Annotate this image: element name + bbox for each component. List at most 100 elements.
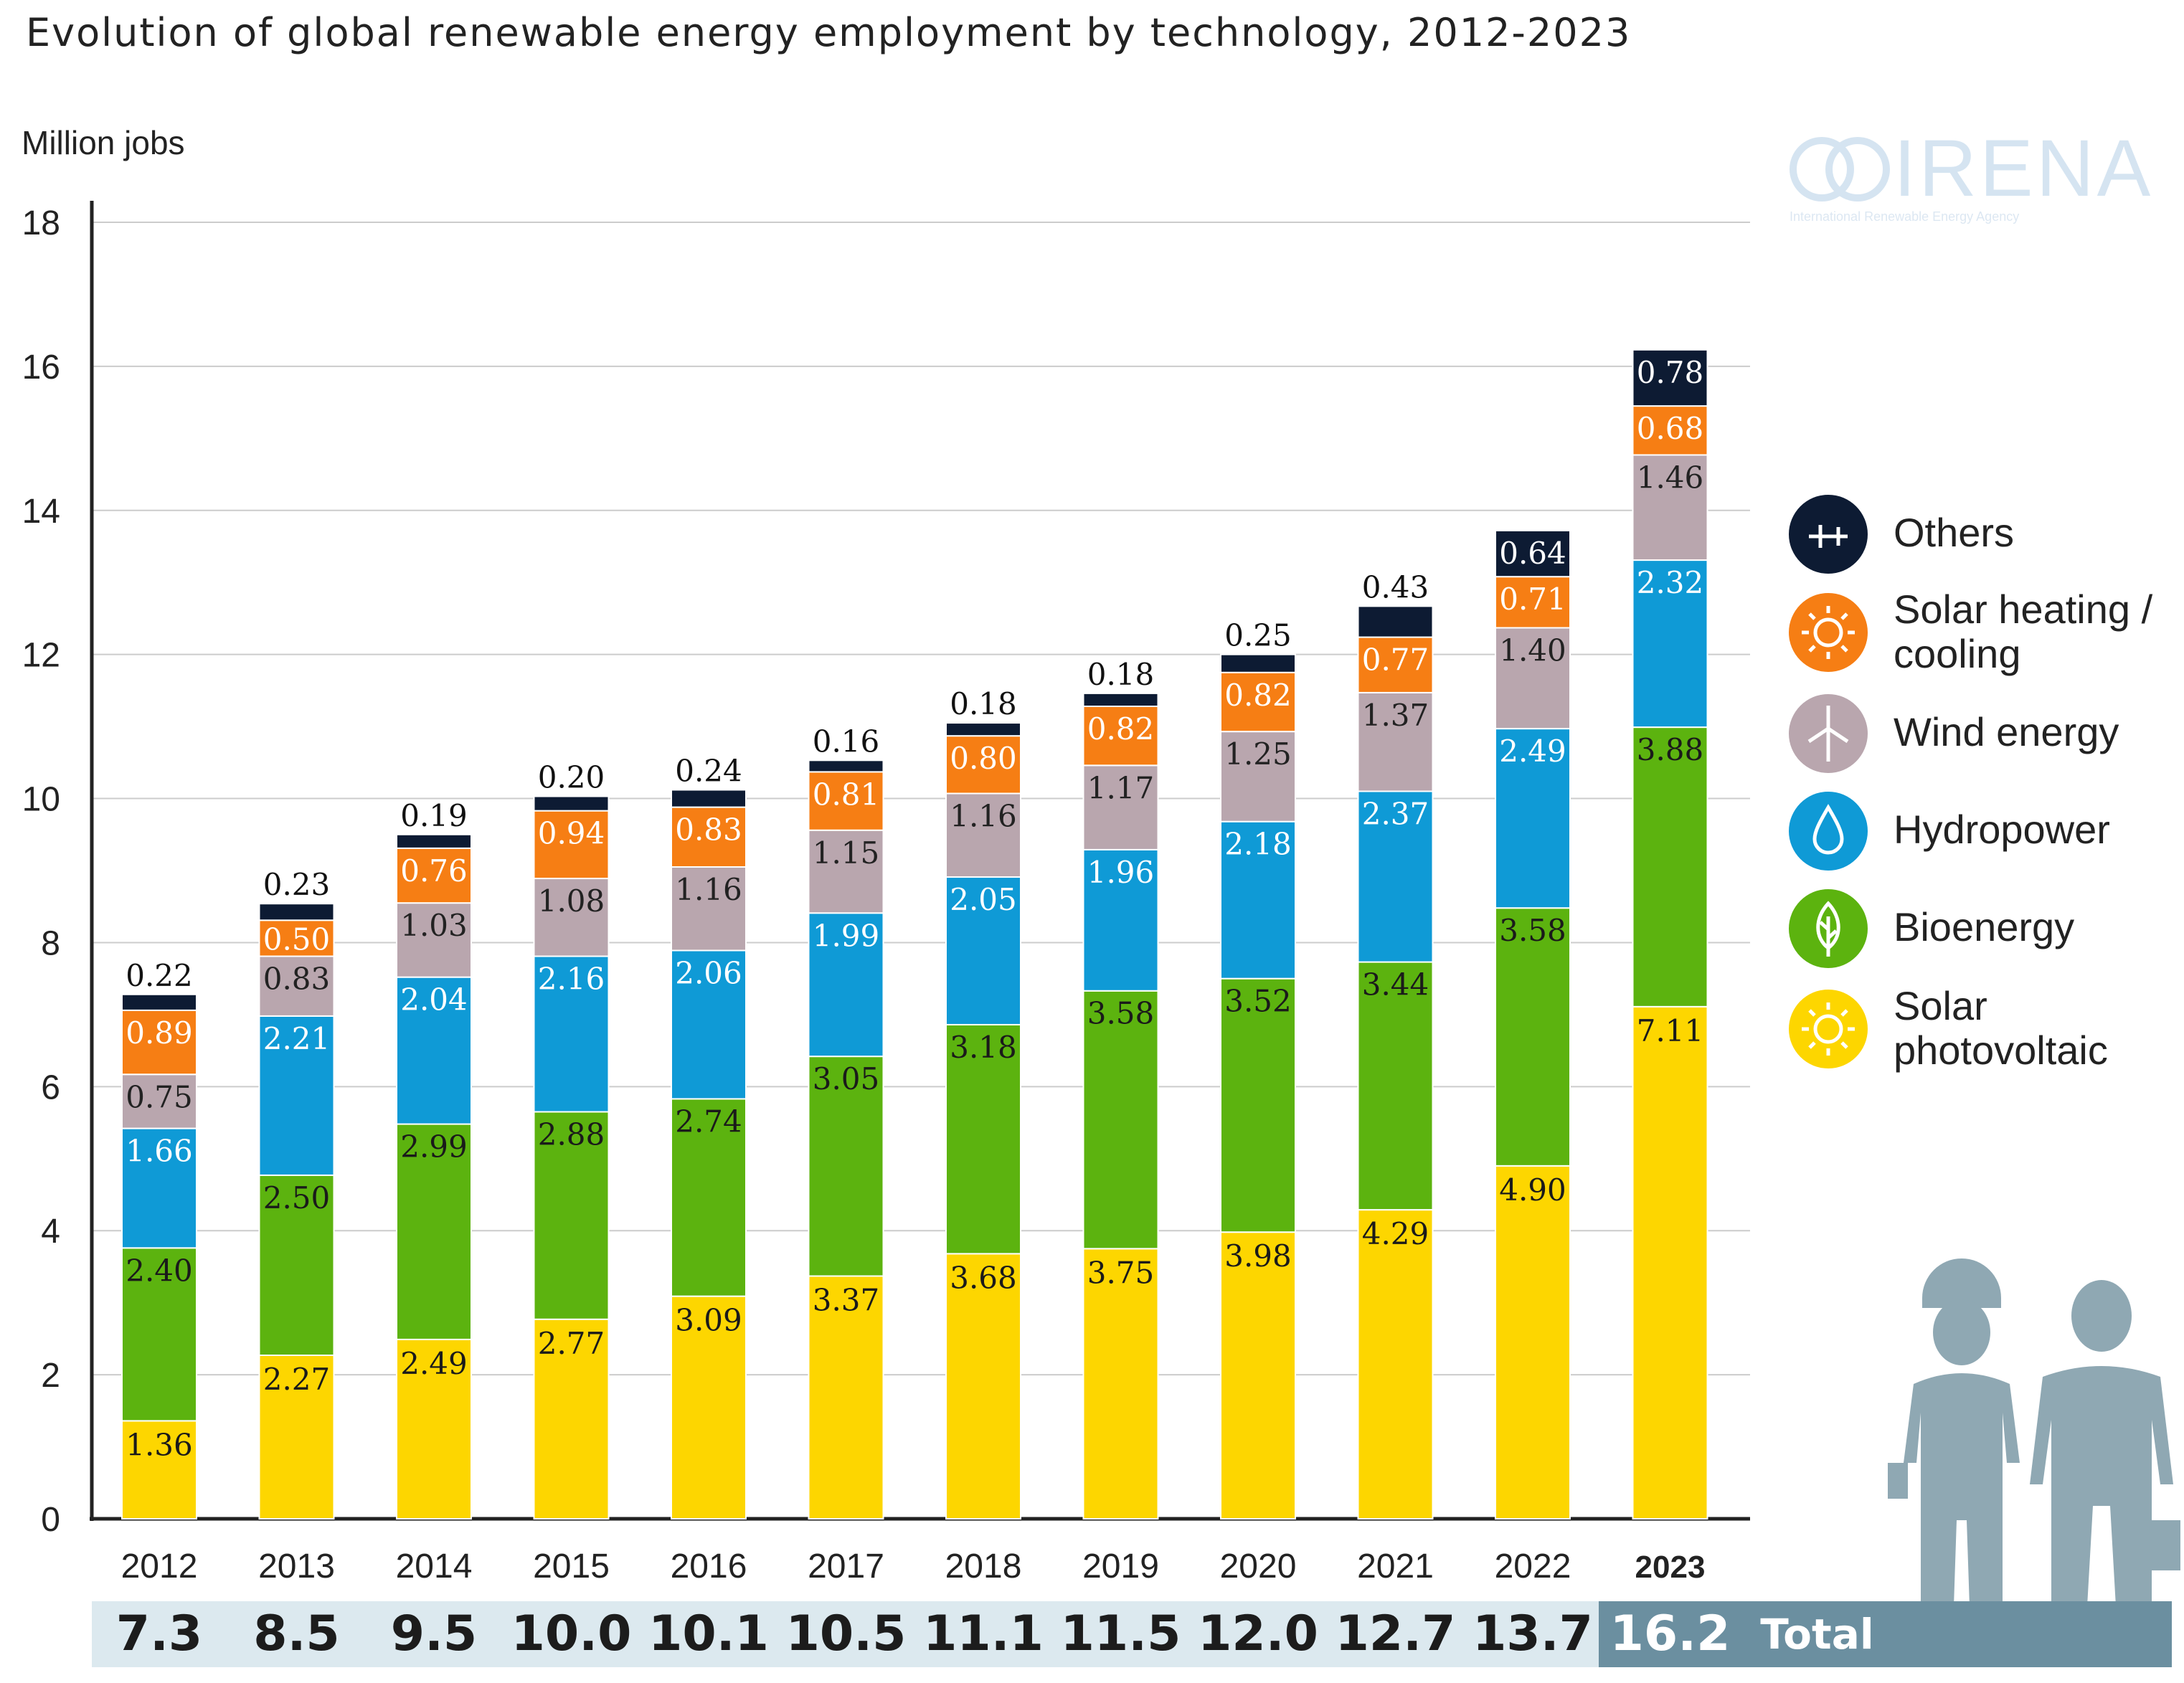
workers-illustration [1888,1258,2180,1606]
data-label-bioenergy-2012: 2.40 [126,1253,193,1288]
data-label-others-2020: 0.25 [1224,618,1292,653]
bar-solar-photovoltaic-2021 [1357,1209,1434,1520]
data-label-solar-heating-cooling-2013: 0.50 [263,921,331,957]
worker-man-figure [2030,1280,2180,1606]
data-label-others-2016: 0.24 [675,754,742,789]
bar-bioenergy-2012 [121,1247,197,1422]
bar-solar-photovoltaic-2020 [1220,1231,1296,1520]
data-label-solar-photovoltaic-2017: 3.37 [813,1283,880,1318]
data-label-hydropower-2015: 2.16 [538,962,605,997]
data-label-wind-energy-2019: 1.17 [1087,770,1155,805]
bar-bioenergy-2020 [1220,977,1296,1233]
bar-others-2023 [1632,349,1708,407]
data-label-wind-energy-2014: 1.03 [400,908,468,943]
totals-highlight [1598,1601,2172,1667]
total-value-2020: 12.0 [1198,1606,1318,1662]
data-label-wind-energy-2016: 1.16 [675,872,742,907]
bar-hydropower-2012 [121,1127,197,1249]
chart-area: 0 2 4 6 8 10 12 14 16 18 1.36 2.40 1.66 0.75 0.89 0.22 2… [22,201,1750,1585]
bar-bioenergy-2019 [1082,990,1159,1250]
data-label-hydropower-2022: 2.49 [1499,734,1566,769]
total-value-2017: 10.5 [785,1606,907,1662]
data-label-solar-photovoltaic-2015: 2.77 [538,1326,605,1361]
bar-solar-photovoltaic-2017 [808,1275,884,1520]
y-tick-label-12: 12 [22,637,60,675]
data-label-solar-heating-cooling-2014: 0.76 [400,853,468,888]
bar-solar-photovoltaic-2012 [121,1420,197,1520]
bar-solar-heating-cooling-2023 [1632,405,1708,456]
total-value-2023: 16.2 [1609,1606,1731,1662]
data-label-bioenergy-2014: 2.99 [400,1129,468,1165]
bar-solar-photovoltaic-2016 [671,1295,747,1520]
bar-wind-energy-2021 [1357,691,1434,792]
water-drop-icon [1789,792,1868,871]
y-tick-label-2: 2 [41,1357,60,1395]
y-tick-label-0: 0 [41,1501,60,1539]
data-label-bioenergy-2018: 3.18 [950,1030,1017,1065]
data-label-others-2015: 0.20 [538,760,605,795]
bar-others-2022 [1495,529,1571,578]
data-label-solar-heating-cooling-2023: 0.68 [1637,411,1704,446]
legend-label-solar-pv-line1: Solar [1894,983,1987,1028]
data-label-bioenergy-2020: 3.52 [1224,984,1292,1019]
y-tick-label-4: 4 [41,1213,60,1251]
bar-others-2012 [121,993,197,1011]
bar-bioenergy-2023 [1632,726,1708,1008]
data-label-solar-heating-cooling-2018: 0.80 [950,741,1017,776]
data-label-wind-energy-2021: 1.37 [1362,698,1429,733]
worker-woman-figure [1888,1258,2020,1606]
data-label-hydropower-2020: 2.18 [1224,827,1292,862]
data-label-solar-photovoltaic-2021: 4.29 [1362,1216,1429,1251]
bar-others-2014 [396,833,472,849]
data-label-solar-heating-cooling-2015: 0.94 [538,816,605,851]
total-value-2022: 13.7 [1472,1606,1593,1662]
data-label-hydropower-2023: 2.32 [1637,565,1704,600]
data-label-hydropower-2014: 2.04 [400,982,468,1018]
x-tick-label-2018: 2018 [945,1547,1022,1585]
bar-solar-heating-cooling-2014 [396,847,472,904]
bar-solar-photovoltaic-2014 [396,1338,472,1520]
legend-label-solar-heating-line1: Solar heating / [1894,587,2153,632]
data-label-solar-heating-cooling-2012: 0.89 [126,1015,193,1051]
bar-others-2020 [1220,653,1296,673]
bar-solar-heating-cooling-2019 [1082,705,1159,767]
y-axis-label: Million jobs [22,124,185,161]
total-value-2021: 12.7 [1335,1606,1456,1662]
bar-hydropower-2021 [1357,790,1434,963]
totals-row: 7.3 8.5 9.5 10.0 10.1 10.5 11.1 11.5 12.0 12.7 13.… [92,1601,2172,1667]
bar-solar-heating-cooling-2018 [945,735,1021,795]
data-label-bioenergy-2016: 2.74 [675,1104,742,1139]
data-label-solar-heating-cooling-2019: 0.82 [1087,711,1155,746]
x-tick-label-2022: 2022 [1495,1547,1571,1585]
data-label-bioenergy-2021: 3.44 [1362,967,1429,1002]
data-label-others-2023: 0.78 [1637,355,1704,390]
data-label-others-2018: 0.18 [950,686,1017,721]
bar-solar-heating-cooling-2016 [671,806,747,868]
data-label-solar-photovoltaic-2016: 3.09 [675,1303,742,1338]
data-label-others-2017: 0.16 [813,724,880,759]
bar-others-2017 [808,759,884,773]
x-tick-label-2019: 2019 [1082,1547,1159,1585]
chart-title: Evolution of global renewable energy emp… [26,10,1632,55]
data-label-others-2021: 0.43 [1362,569,1429,605]
data-label-hydropower-2021: 2.37 [1362,797,1429,832]
bar-wind-energy-2013 [258,955,335,1017]
y-tick-label-8: 8 [41,924,60,962]
bar-bioenergy-2015 [533,1111,610,1320]
bar-hydropower-2017 [808,912,884,1058]
bar-bioenergy-2022 [1495,907,1571,1167]
data-label-bioenergy-2017: 3.05 [813,1061,880,1096]
data-label-solar-photovoltaic-2023: 7.11 [1637,1013,1704,1048]
data-label-bioenergy-2023: 3.88 [1637,732,1704,767]
bar-others-2013 [258,903,335,921]
bar-wind-energy-2019 [1082,764,1159,850]
legend-label-solar-pv-line2: photovoltaic [1894,1028,2108,1073]
irena-logo-text: IRENA [1894,123,2154,213]
data-label-wind-energy-2012: 0.75 [126,1079,193,1114]
data-label-solar-photovoltaic-2019: 3.75 [1087,1255,1155,1290]
x-tick-label-2013: 2013 [258,1547,335,1585]
totals-label: Total [1760,1610,1874,1659]
bar-solar-photovoltaic-2019 [1082,1248,1159,1520]
legend-label-wind-energy: Wind energy [1894,709,2119,754]
bar-wind-energy-2016 [671,866,747,952]
